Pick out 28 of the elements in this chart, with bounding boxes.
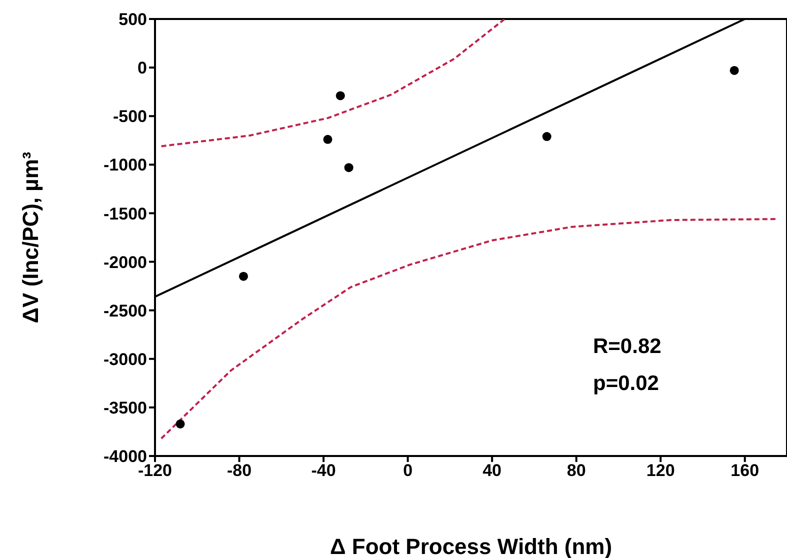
x-tick-label: -80 bbox=[226, 461, 252, 480]
y-tick-label: -2000 bbox=[104, 252, 147, 272]
y-tick-label: -3500 bbox=[104, 398, 147, 418]
line-series bbox=[160, 218, 778, 440]
line-series bbox=[160, 19, 506, 148]
y-tick-label: -500 bbox=[112, 107, 147, 126]
point bbox=[238, 272, 248, 281]
y-tick-label: -2500 bbox=[104, 301, 147, 320]
point bbox=[344, 163, 354, 172]
x-tick-label: 160 bbox=[730, 461, 760, 480]
point bbox=[542, 132, 552, 142]
x-tick-label: 120 bbox=[646, 461, 675, 480]
y-tick-label: -3000 bbox=[104, 350, 147, 369]
x-tick-label: 0 bbox=[403, 461, 413, 480]
annotation: R=0.82 bbox=[593, 335, 662, 359]
point bbox=[176, 419, 185, 428]
point bbox=[730, 66, 739, 75]
y-axis-title: ΔV (Inc/PC), µm³ bbox=[18, 152, 43, 324]
y-tick-label: 500 bbox=[118, 10, 147, 30]
annotation: p=0.02 bbox=[593, 372, 659, 396]
x-tick-label: -40 bbox=[311, 461, 336, 480]
point bbox=[336, 91, 345, 100]
y-tick-label: -1500 bbox=[104, 204, 147, 224]
point bbox=[323, 134, 332, 144]
y-tick-label: 0 bbox=[138, 58, 147, 78]
x-tick-label: 40 bbox=[482, 461, 502, 480]
y-tick-label: -1000 bbox=[104, 156, 147, 175]
x-tick-label: 80 bbox=[566, 461, 586, 480]
